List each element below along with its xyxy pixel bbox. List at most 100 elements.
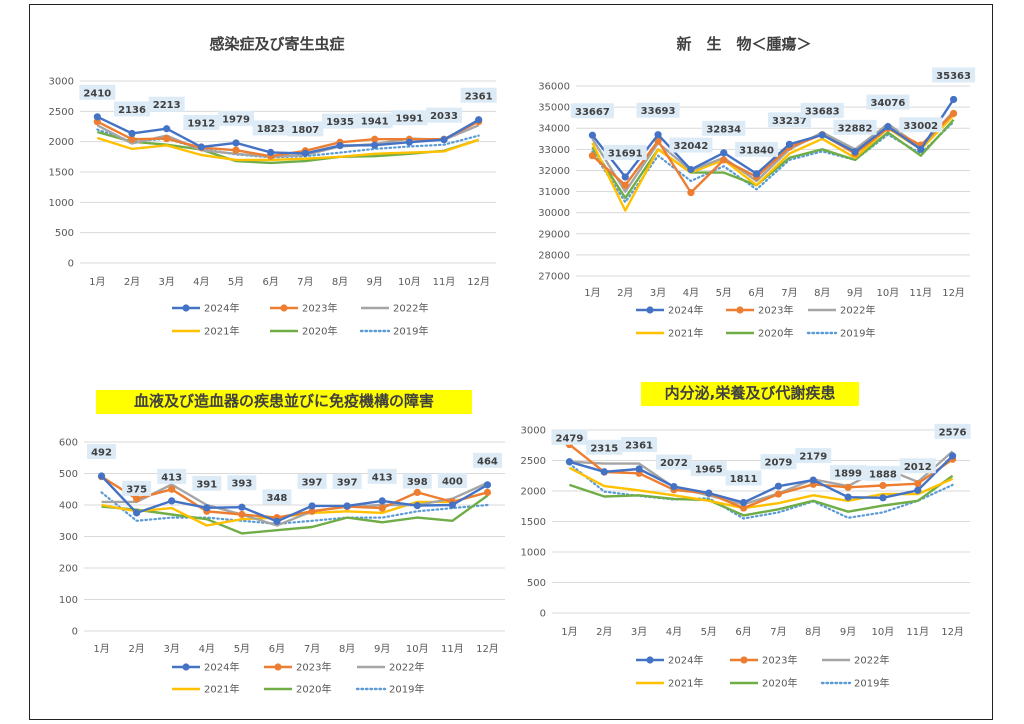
data-label-bg [833,119,877,135]
data-label-bg [866,94,910,110]
legend-label: 2024年 [668,654,703,667]
data-label: 1991 [395,114,423,125]
x-tick-label: 1月 [89,276,105,288]
y-tick-label: 1500 [521,517,546,528]
data-point [565,458,574,466]
x-tick-label: 4月 [199,643,215,655]
legend-label: 2023年 [296,661,331,674]
data-point [752,170,761,178]
data-label: 2361 [465,91,493,102]
chart-3: 血液及び造血器の疾患並びに免疫機構の障害 0 100 200 300 400 500 600 1… [59,390,505,696]
data-point [884,123,892,131]
data-label-bg [636,102,680,118]
data-label: 398 [407,477,428,488]
data-point [168,485,176,493]
data-label-bg [122,480,152,496]
data-label: 2576 [939,427,967,438]
y-tick-label: 27000 [538,272,570,283]
title-highlight [641,382,859,406]
data-point [844,493,852,501]
y-tick-label: 300 [59,532,78,543]
data-point [774,482,783,490]
x-tick-label: 11月 [441,643,464,655]
data-label-bg [551,429,588,445]
data-point [232,139,240,147]
data-point [914,480,922,488]
x-tick-label: 7月 [297,276,313,288]
y-tick-label: 1000 [49,198,74,209]
data-point [621,173,629,181]
y-tick-label: 34000 [538,124,570,135]
chart-4: 内分泌,栄養及び代謝疾患 0 500 1000 1500 2000 2500 3000 1月 2月… [521,382,971,690]
data-label-bg [148,96,185,112]
data-label: 2012 [904,462,932,473]
data-point [483,481,492,489]
series-line-2021年 [101,491,488,527]
data-label-bg [725,470,762,486]
x-tick-label: 12月 [942,287,965,299]
legend-label: 2024年 [668,304,703,317]
y-tick-label: 28000 [538,250,570,261]
data-point [128,129,136,138]
data-point [163,125,171,133]
chart-1: 感染症及び寄生虫症 0 500 1000 1500 2000 2500 3000 1月 2月 3月 4… [49,35,497,338]
data-label-bg [702,120,746,136]
data-label-bg [262,489,292,505]
y-tick-label: 200 [59,564,78,575]
legend-label: 2020年 [762,677,797,690]
data-point [97,472,106,480]
data-label-bg [864,465,901,481]
data-point [440,136,448,144]
y-tick-label: 3000 [521,426,546,437]
legend-label: 2023年 [762,654,797,667]
data-label: 33237 [772,116,807,127]
legend-marker [740,656,748,664]
x-tick-label: 10月 [398,276,421,288]
legend-marker [736,306,744,314]
data-label: 32882 [838,123,873,134]
data-label-bg [426,107,462,123]
data-label: 31691 [608,148,643,159]
legend-label: 2019年 [840,327,875,340]
data-label: 1935 [326,117,354,128]
x-tick-label: 11月 [906,626,929,638]
data-point [378,504,386,512]
data-label-bg [899,458,936,474]
data-label: 492 [91,448,112,459]
data-label-bg [795,448,832,464]
data-point [654,137,662,145]
data-label: 33667 [575,107,610,118]
data-point [705,489,713,497]
legend-label: 2023年 [758,304,793,317]
data-label: 33002 [903,121,938,132]
y-tick-label: 400 [59,501,78,512]
legend-marker [280,304,288,312]
data-label-bg [356,113,393,129]
data-label-bg [297,473,327,489]
y-tick-label: 2000 [49,137,74,148]
data-label-bg [899,117,943,133]
legend-label: 2024年 [204,302,239,315]
data-label-bg [603,144,647,160]
x-tick-label: 9月 [366,276,382,288]
data-label-bg [157,468,187,484]
data-label: 2079 [764,458,792,469]
x-tick-label: 6月 [735,626,751,638]
data-label: 375 [126,484,147,495]
series-line-2024年 [96,115,480,155]
series-line-2021年 [568,466,954,510]
y-tick-label: 0 [68,259,74,270]
data-point [720,156,728,164]
y-tick-label: 29000 [538,229,570,240]
data-label-bg [192,475,222,491]
x-tick-label: 6月 [262,276,278,288]
y-tick-label: 0 [540,609,546,620]
data-label-bg [735,141,779,157]
data-label-bg [800,102,844,118]
x-tick-label: 11月 [433,276,456,288]
legend-label: 2019年 [389,683,424,696]
data-point [483,488,492,496]
data-label: 2315 [590,443,618,454]
data-point [413,502,421,510]
data-label: 2361 [625,440,653,451]
